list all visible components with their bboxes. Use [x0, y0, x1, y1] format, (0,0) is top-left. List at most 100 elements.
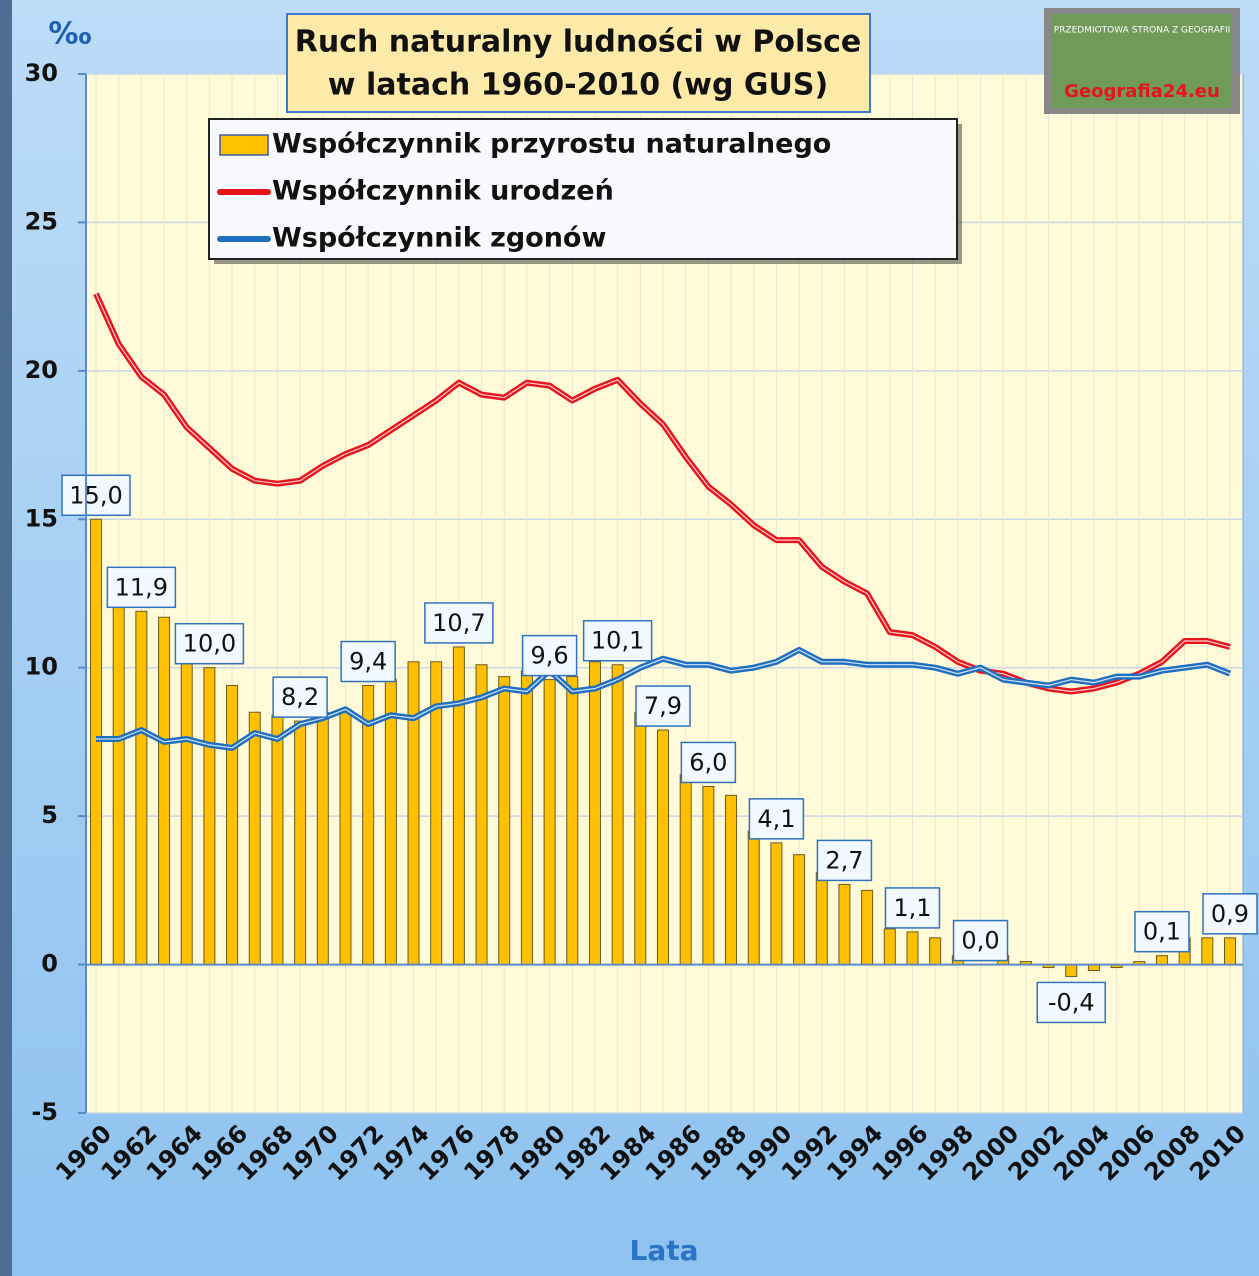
y-tick-label: 0 — [41, 950, 58, 978]
bar — [339, 708, 352, 966]
y-tick-label: 25 — [25, 207, 58, 235]
bar — [180, 658, 193, 966]
bar — [112, 601, 125, 966]
bar — [793, 854, 806, 966]
bar — [611, 664, 624, 966]
legend-label: Współczynnik przyrostu naturalnego — [272, 129, 831, 160]
logo-image — [1052, 14, 1232, 108]
data-label: 0,0 — [961, 927, 999, 955]
bar — [1155, 955, 1168, 966]
bar — [929, 937, 942, 966]
y-tick-label: -5 — [31, 1098, 58, 1126]
data-label-box — [106, 566, 177, 609]
bar — [588, 661, 601, 966]
bar — [226, 685, 239, 966]
data-label: 2,7 — [825, 846, 863, 874]
data-label-box — [748, 798, 805, 840]
bar — [725, 794, 738, 966]
bar — [452, 646, 465, 966]
data-label-box — [424, 602, 494, 644]
data-label: 9,4 — [349, 648, 387, 676]
data-label-box — [174, 622, 245, 665]
bar — [475, 664, 488, 966]
bar — [407, 661, 420, 966]
bar — [815, 872, 828, 966]
series-line-highlight — [96, 649, 1231, 749]
bars — [90, 518, 1236, 977]
bar — [1224, 937, 1236, 966]
legend-label: Współczynnik zgonów — [272, 223, 606, 254]
bar — [906, 931, 919, 966]
bar — [679, 774, 692, 966]
bar — [1201, 937, 1214, 966]
data-label-box — [884, 887, 941, 929]
bar — [861, 889, 874, 966]
lines — [93, 292, 1232, 751]
data-label-box — [816, 839, 873, 882]
legend-swatch — [219, 134, 269, 156]
x-axis-label: Lata — [629, 1234, 698, 1267]
bar — [770, 842, 783, 966]
data-label-box — [1202, 893, 1258, 935]
data-label: 11,9 — [115, 573, 168, 601]
legend — [208, 118, 958, 260]
data-label: 8,2 — [281, 683, 319, 711]
bar — [634, 711, 647, 966]
data-label-box — [635, 685, 691, 727]
title-box — [286, 13, 871, 113]
bar — [543, 679, 556, 966]
data-label-box — [1134, 910, 1190, 953]
data-label-box — [340, 640, 396, 683]
data-label: 6,0 — [689, 748, 727, 776]
data-labels: 15,0 11,9 10,0 8,2 9,4 10,7 9,6 10,1 7,96,0 4,1 2,… — [61, 474, 1258, 1024]
bar — [747, 830, 760, 966]
data-label: 1,1 — [893, 894, 931, 922]
data-label: 4,1 — [757, 805, 795, 833]
y-tick-label: 15 — [25, 504, 58, 532]
y-tick-label: 5 — [41, 801, 58, 829]
y-tick-label: 10 — [25, 653, 58, 681]
bar — [248, 711, 261, 966]
bar — [883, 928, 896, 966]
bar — [1065, 964, 1078, 977]
bar — [316, 711, 329, 966]
bar — [384, 679, 397, 966]
data-label: 0,1 — [1143, 918, 1181, 946]
logo-top: PRZEDMIOTOWA STRONA Z GEOGRAFII — [1054, 26, 1231, 36]
data-label-box — [952, 919, 1009, 962]
bar — [158, 616, 171, 966]
bar — [657, 729, 669, 966]
data-label-box — [582, 619, 653, 662]
data-label: -0,4 — [1048, 988, 1095, 1016]
legend-items: Współczynnik przyrostu naturalnego Współc… — [217, 129, 831, 254]
y-axis-label: ‰ — [48, 17, 91, 52]
bar — [362, 685, 375, 966]
bar — [702, 785, 715, 966]
data-label-box — [680, 741, 737, 784]
y-tick-label: 20 — [25, 356, 58, 384]
data-label: 9,6 — [531, 642, 569, 670]
bar — [498, 676, 511, 966]
y-tick-label: 30 — [25, 59, 58, 87]
bar — [271, 714, 284, 966]
data-label: 10,0 — [183, 630, 236, 658]
data-label-box — [272, 676, 328, 718]
data-label: 15,0 — [69, 481, 122, 509]
data-label: 0,9 — [1211, 900, 1249, 928]
data-label: 7,9 — [644, 692, 682, 720]
data-label: 10,7 — [432, 609, 485, 637]
bar — [135, 610, 148, 966]
chart-subtitle: w latach 1960-2010 (wg GUS) — [328, 68, 828, 103]
legend-label: Współczynnik urodzeń — [272, 176, 614, 207]
chart-title: Ruch naturalny ludności w Polsce — [295, 25, 862, 60]
bar — [838, 883, 851, 966]
bar — [520, 670, 533, 966]
bar — [294, 720, 307, 966]
side-texture — [0, 0, 12, 1276]
data-label: 10,1 — [591, 627, 644, 655]
data-label-box — [61, 474, 131, 517]
bar — [566, 676, 579, 966]
logo-site: Geografia24.eu — [1064, 81, 1220, 102]
